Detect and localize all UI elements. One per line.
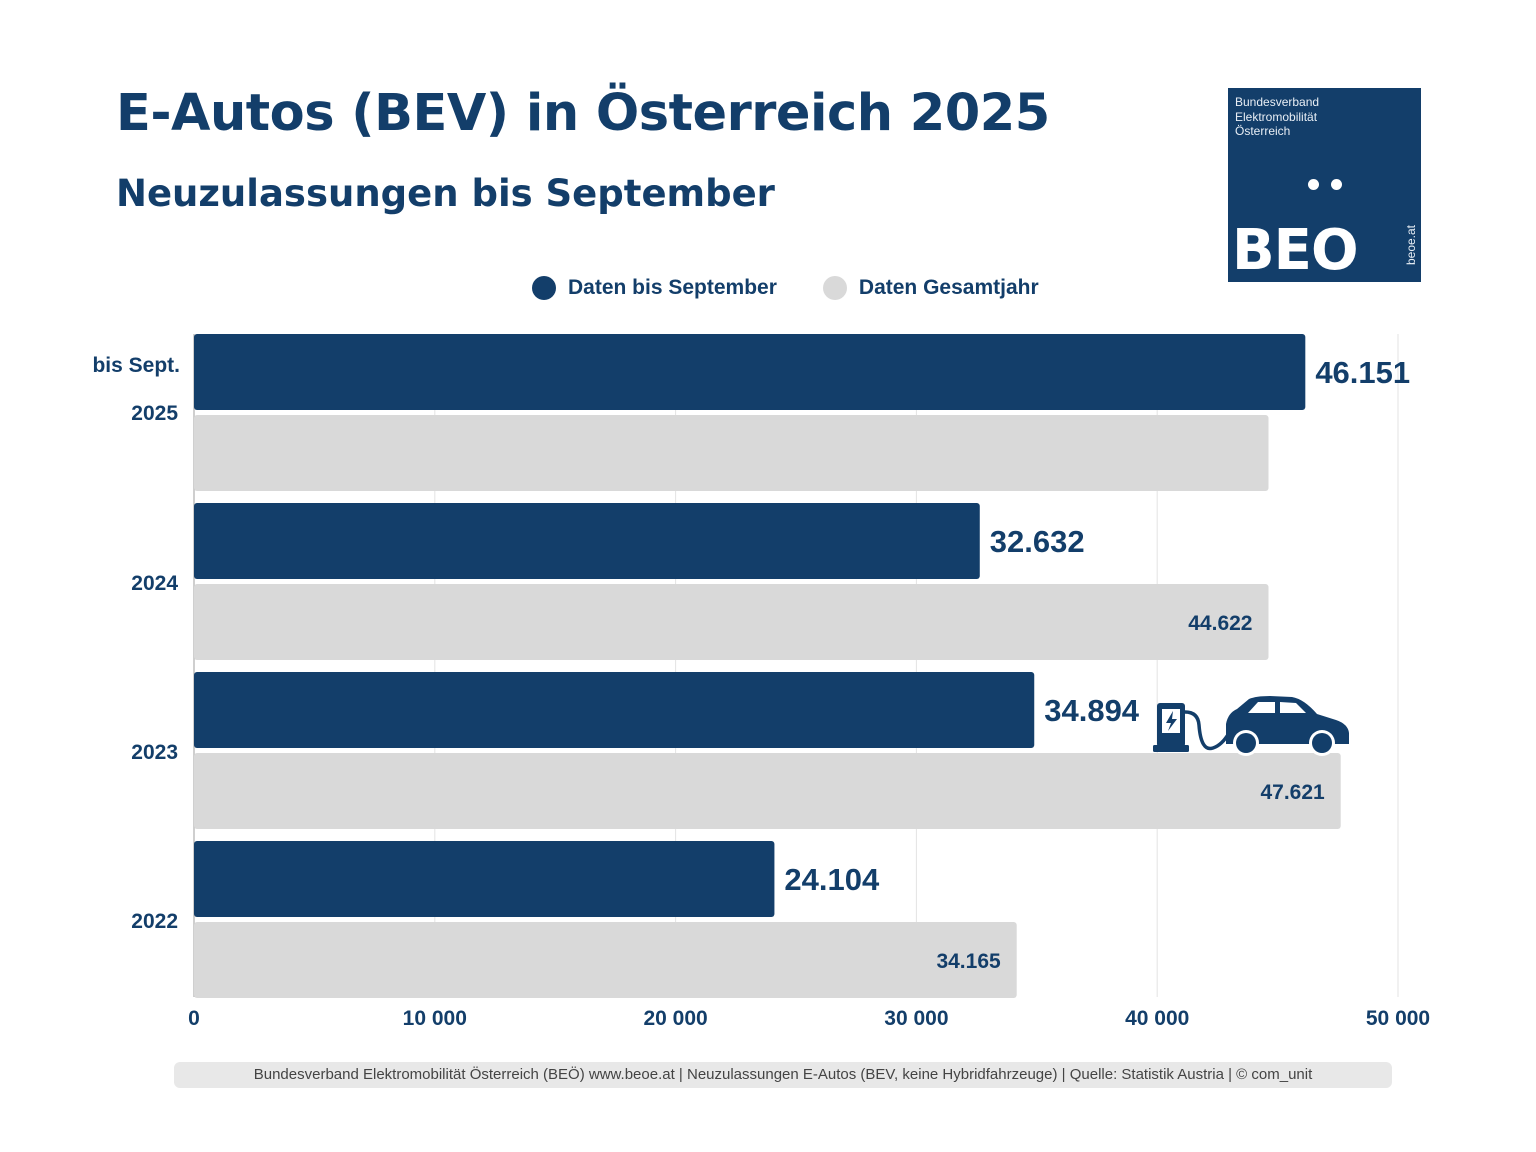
data-label-full-year: 44.622 — [1188, 612, 1252, 635]
logo-line: Österreich — [1235, 124, 1291, 138]
category-label: 2024 — [131, 572, 178, 595]
category-label: 2023 — [131, 741, 178, 764]
data-label-full-year: 47.621 — [1260, 781, 1325, 804]
beo-logo: Bundesverband Elektromobilität Österreic… — [1228, 88, 1421, 283]
legend-item-full-year: Daten Gesamtjahr — [822, 276, 1039, 300]
logo-line: Bundesverband — [1235, 95, 1320, 109]
chart-title: E-Autos (BEV) in Österreich 2025 — [116, 84, 1050, 143]
bar-full-year-2023 — [194, 753, 1341, 829]
bar-full-year-2025 — [194, 415, 1269, 491]
legend-item-september: Daten bis September — [532, 276, 777, 300]
legend-label: Daten bis September — [568, 276, 777, 299]
bar-full-year-2022 — [194, 922, 1017, 998]
logo-umlaut-dot — [1331, 179, 1342, 190]
legend-swatch-light — [822, 276, 847, 300]
logo-mark: BEO — [1232, 218, 1359, 283]
chart-subtitle: Neuzulassungen bis September — [116, 172, 775, 215]
category-prefix-label: bis Sept. — [92, 354, 180, 377]
x-tick-label: 30 000 — [884, 1007, 948, 1030]
charging-car-icon — [1153, 696, 1349, 756]
logo-line: Elektromobilität — [1235, 109, 1318, 124]
x-tick-label: 20 000 — [643, 1007, 707, 1030]
data-label-full-year: 34.165 — [936, 950, 1001, 973]
data-label-september: 46.151 — [1315, 355, 1410, 390]
footer-source-note: Bundesverband Elektromobilität Österreic… — [174, 1062, 1392, 1088]
bar-full-year-2024 — [194, 584, 1269, 660]
data-label-september: 32.632 — [990, 524, 1085, 559]
legend-swatch-dark — [532, 276, 556, 300]
x-tick-label: 0 — [188, 1007, 200, 1030]
x-tick-label: 50 000 — [1366, 1007, 1430, 1030]
category-label: 2025 — [131, 402, 178, 425]
x-tick-label: 40 000 — [1125, 1007, 1189, 1030]
logo-org-name: Bundesverband Elektromobilität Österreic… — [1235, 95, 1385, 139]
logo-umlaut-dot — [1308, 179, 1319, 190]
bar-september-2025 — [194, 334, 1306, 410]
bar-september-2024 — [194, 503, 980, 579]
data-label-september: 24.104 — [784, 862, 880, 897]
data-label-september: 34.894 — [1044, 693, 1140, 728]
legend-label: Daten Gesamtjahr — [858, 276, 1039, 299]
category-label: 2022 — [131, 910, 178, 933]
bar-september-2022 — [194, 841, 775, 917]
bar-september-2023 — [194, 672, 1035, 748]
x-tick-label: 10 000 — [403, 1007, 467, 1030]
chart-legend: Daten bis September Daten Gesamtjahr — [532, 276, 1085, 300]
